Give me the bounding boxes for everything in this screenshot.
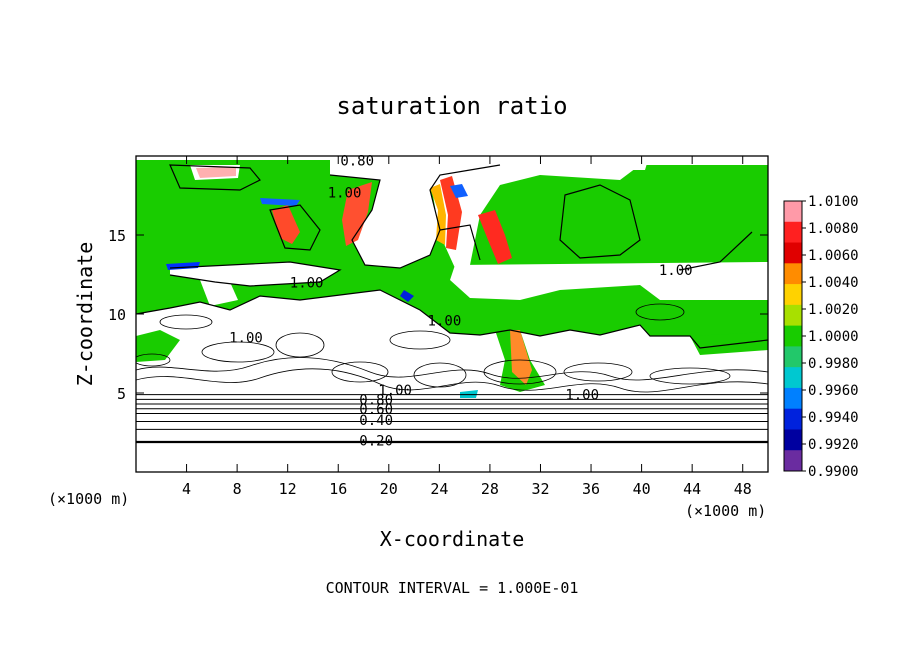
eddy	[635, 303, 685, 321]
contour-cloud-edge	[136, 289, 768, 349]
contour-mid-white	[169, 261, 342, 287]
red-band-b	[478, 210, 512, 264]
white-patch-left2	[200, 280, 238, 306]
colorbar-label: 0.9940	[808, 410, 859, 426]
colorbar-label: 1.0000	[808, 329, 859, 345]
contour-interval-footer: CONTOUR INTERVAL = 1.000E-01	[326, 579, 579, 597]
eddy	[413, 362, 467, 388]
y-axis-label: Z-coordinate	[73, 242, 97, 387]
x-axis-ticks: 4 8 12 16 20 24 28 32 36 40 44 48	[182, 156, 752, 498]
eddy	[649, 367, 731, 385]
x-unit-right: (×1000 m)	[685, 502, 766, 520]
x-tick-label: 32	[531, 480, 549, 498]
contour-label: 0.60	[359, 402, 393, 418]
contour-label: 0.40	[359, 413, 393, 429]
colorbar-swatch	[784, 284, 802, 306]
y-tick-label: 10	[108, 306, 126, 324]
eddy	[201, 341, 275, 363]
contour-label: 1.00	[378, 383, 412, 399]
colorbar-swatch	[784, 450, 802, 472]
contour-label: 0.80	[340, 154, 374, 170]
x-tick-label: 44	[683, 480, 701, 498]
colorbar-label: 0.9900	[808, 464, 859, 480]
x-unit-left: (×1000 m)	[48, 490, 129, 508]
pink-patch	[196, 167, 236, 178]
contour-outlines	[136, 164, 768, 349]
colorbar-label: 1.0060	[808, 248, 859, 264]
y-axis-ticks: 5 10 15	[108, 227, 768, 403]
contour-label: 0.80	[359, 392, 393, 408]
chart-title: saturation ratio	[336, 92, 567, 120]
x-tick-label: 8	[233, 480, 242, 498]
contour-levels	[136, 394, 768, 444]
red-band-c	[342, 182, 372, 246]
x-axis-label: X-coordinate	[380, 527, 525, 551]
x-tick-label: 28	[481, 480, 499, 498]
colorbar-swatch	[784, 304, 802, 327]
colorbar-label: 1.0080	[808, 221, 859, 237]
contour-right-arc	[679, 231, 753, 271]
colorbar-swatch	[784, 408, 802, 430]
colorbar-label: 1.0100	[808, 194, 859, 210]
eddy	[563, 362, 633, 382]
green-region-lower-right	[690, 332, 768, 355]
colorbar-label: 0.9960	[808, 383, 859, 399]
white-patch-mid	[450, 262, 768, 300]
x-tick-label: 48	[734, 480, 752, 498]
x-tick-label: 20	[380, 480, 398, 498]
colorbar-swatch	[784, 367, 802, 389]
contour-labels: 0.200.400.600.801.00 1.001.001.001.001.00…	[229, 154, 693, 450]
colorbar-label: 1.0040	[808, 275, 859, 291]
contour-right-loop	[559, 184, 641, 259]
contour-mid-right	[439, 224, 481, 261]
contour-upper-white	[329, 164, 501, 269]
colorbar-swatch	[784, 263, 802, 285]
colorbar-swatch	[784, 325, 802, 347]
blue-bit-c	[400, 290, 414, 302]
wavy-contour	[136, 357, 768, 381]
blue-bit-a	[450, 184, 468, 198]
wavy-contour	[136, 368, 768, 393]
red-band-e	[510, 330, 532, 385]
colorbar-label: 0.9920	[808, 437, 859, 453]
colorbar-swatch	[784, 429, 802, 451]
y-tick-label: 15	[108, 227, 126, 245]
field-layer	[136, 156, 768, 472]
cyan-bit	[460, 390, 478, 398]
eddy	[136, 353, 171, 367]
blue-bit-b	[260, 198, 300, 206]
colorbar-label: 0.9980	[808, 356, 859, 372]
contour-label: 1.00	[428, 313, 462, 329]
contour-label: 0.20	[359, 433, 393, 449]
contour-label: 1.00	[565, 388, 599, 404]
contour-label: 1.00	[290, 275, 324, 291]
x-tick-label: 12	[279, 480, 297, 498]
contour-label: 1.00	[229, 331, 263, 347]
colorbar-swatch	[784, 242, 802, 264]
x-tick-label: 40	[633, 480, 651, 498]
eddy	[331, 361, 389, 383]
colorbar-swatch	[784, 201, 802, 223]
x-tick-label: 16	[329, 480, 347, 498]
colorbar-swatch	[784, 346, 802, 368]
contour-label: 1.00	[328, 185, 362, 201]
contour-top-left	[169, 164, 261, 191]
x-tick-label: 4	[182, 480, 191, 498]
contour-label: 1.00	[659, 263, 693, 279]
eddy	[275, 332, 325, 358]
contour-eddies	[136, 303, 768, 393]
x-tick-label: 36	[582, 480, 600, 498]
eddy	[389, 330, 451, 350]
white-patch-top-right	[592, 160, 648, 170]
x-tick-label: 24	[430, 480, 448, 498]
colorbar: 1.0100 1.0080 1.0060 1.0040 1.0020 1.0000 0.99…	[783, 194, 859, 480]
contour-left-loop	[269, 204, 321, 251]
eddy	[159, 314, 213, 330]
colorbar-label: 1.0020	[808, 302, 859, 318]
colorbar-swatch	[784, 387, 802, 410]
white-patch-left	[170, 262, 340, 286]
colorbar-swatch	[784, 221, 802, 244]
y-tick-label: 5	[117, 385, 126, 403]
